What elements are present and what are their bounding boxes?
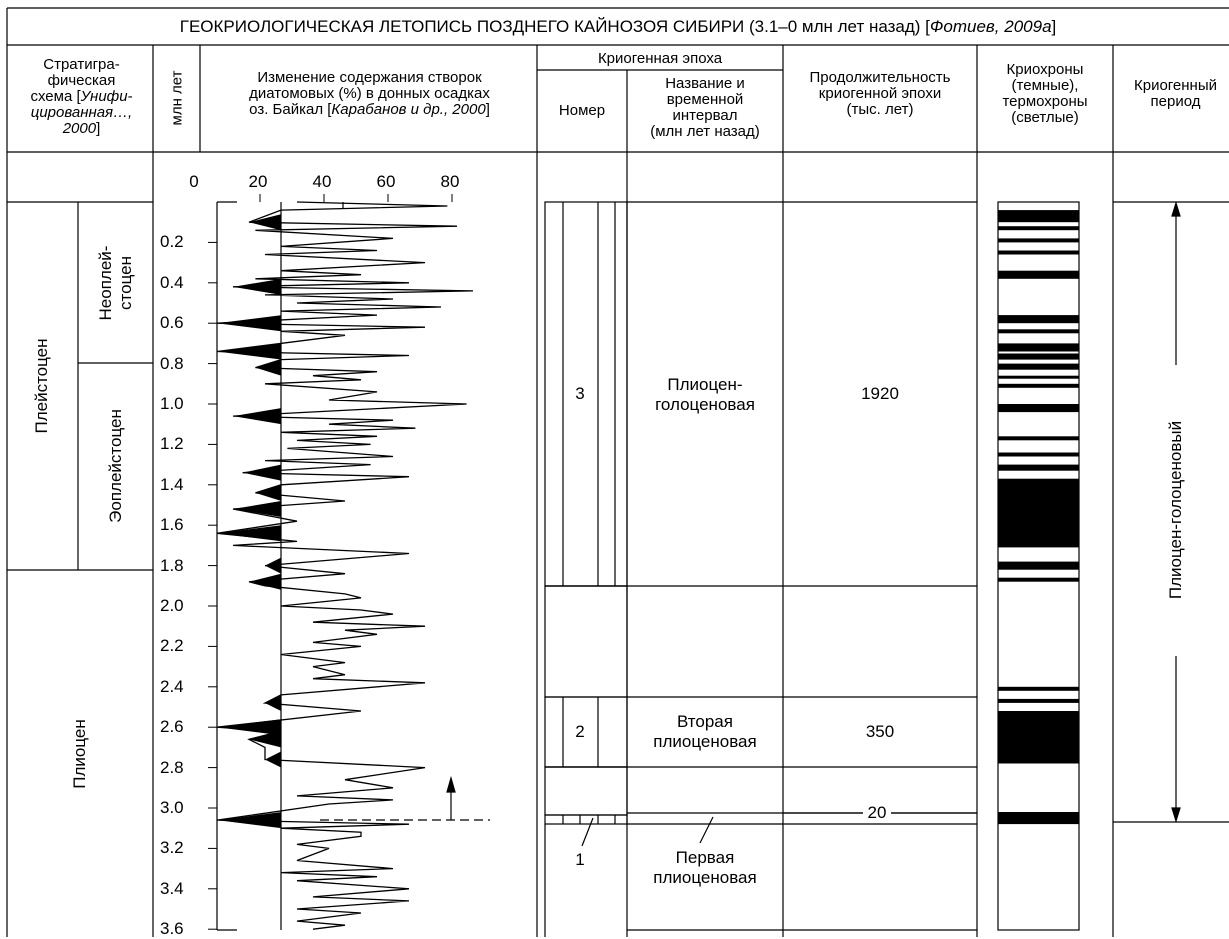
header-diatom: Изменение содержания створок диатомовых …	[249, 69, 490, 118]
header-duration: Продолжительность криогенной эпохи (тыс.…	[809, 69, 951, 118]
header-cryochrons: Криохроны (темные), термохроны (светлые)	[1002, 61, 1088, 126]
cryochron-band-19	[998, 686, 1079, 691]
y-tick-label: 0.2	[160, 232, 184, 252]
cryochron-band-15	[998, 464, 1079, 471]
cryochron-band-10	[998, 375, 1079, 379]
x-tick-label: 20	[248, 172, 268, 191]
y-tick-label: 2.6	[160, 717, 184, 737]
epoch-1-duration: 20	[863, 803, 891, 823]
epoch-1-name: Первая плиоценовая	[653, 848, 757, 887]
cryochron-band-14	[998, 452, 1079, 457]
y-tick-label: 3.2	[160, 838, 184, 858]
dark-fill-3	[217, 343, 281, 360]
x-tick-label: 0	[189, 172, 199, 191]
cryochron-band-18	[998, 577, 1079, 582]
header-name-interval: Название и временной интервал (млн лет н…	[650, 75, 760, 140]
y-tick-label: 2.0	[160, 596, 184, 615]
y-tick-label: 1.2	[160, 434, 184, 454]
strat-pliocene: Плиоцен	[70, 719, 89, 789]
cryochron-band-20	[998, 698, 1079, 703]
x-tick-label: 80	[440, 172, 460, 191]
dark-fill-12	[265, 694, 281, 711]
cryochron-band-0	[998, 210, 1079, 223]
strat-neopleistocene: Неоплей- стоцен	[96, 245, 135, 321]
y-tick-label: 3.0	[160, 798, 184, 817]
epoch-2-duration: 350	[865, 722, 895, 741]
dark-fill-9	[217, 525, 281, 542]
period-arrow-head-up	[1171, 200, 1181, 217]
cryochron-band-7	[998, 343, 1079, 352]
epoch-2-number: 2	[571, 722, 589, 742]
y-tick-label: 2.2	[160, 636, 184, 656]
cryochron-band-13	[998, 436, 1079, 441]
epoch-1-name-leader	[699, 816, 714, 844]
period-label: Плиоцен-голоценовый	[1166, 420, 1185, 600]
cryochron-band-21	[998, 711, 1079, 764]
y-tick-label: 0.4	[160, 272, 184, 292]
dark-fill-14	[249, 731, 281, 748]
y-tick-label: 2.4	[160, 676, 184, 696]
strat-eopleistocene: Эоплейстоцен	[106, 409, 125, 523]
header-mln-years: млн лет	[168, 70, 186, 126]
period-arrow-head-down	[1171, 807, 1181, 824]
dark-fill-10	[265, 557, 281, 574]
y-tick-label: 0.6	[160, 313, 184, 333]
diatom-series-line	[216, 201, 474, 930]
y-tick-label: 1.4	[160, 474, 184, 494]
epoch-2-name: Вторая плиоценовая	[653, 712, 757, 751]
epoch-3-number: 3	[571, 384, 589, 404]
x-tick-label: 60	[376, 172, 396, 191]
dark-fill-8	[233, 501, 281, 518]
epoch-1-column	[544, 814, 628, 825]
cryochron-band-1	[998, 226, 1079, 231]
cryochron-band-22	[998, 812, 1079, 825]
cryochron-band-2	[998, 238, 1079, 243]
gap-2-column	[544, 766, 628, 816]
cryochron-band-16	[998, 478, 1079, 548]
boundary-arrow-head	[446, 775, 456, 793]
dark-fill-11	[249, 573, 281, 590]
y-tick-label: 3.4	[160, 878, 184, 898]
strat-pleistocene: Плейстоцен	[32, 338, 51, 434]
header-cryogenic-epoch: Криогенная эпоха	[597, 50, 723, 67]
dark-fill-7	[255, 484, 281, 501]
epoch-1-number: 1	[575, 850, 585, 869]
epoch-3-duration: 1920	[861, 384, 899, 403]
header-stratigraphy: Стратигра- фическая схема [Унифи- цирова…	[30, 56, 133, 137]
cryochron-band-12	[998, 404, 1079, 413]
dark-fill-13	[217, 719, 281, 736]
y-tick-label: 3.6	[160, 919, 184, 939]
page-title: ГЕОКРИОЛОГИЧЕСКАЯ ЛЕТОПИСЬ ПОЗДНЕГО КАЙН…	[179, 17, 1057, 36]
epoch-1-leader	[581, 817, 594, 847]
y-tick-label: 0.8	[160, 353, 184, 373]
gap-1-column	[544, 585, 628, 698]
cryochron-band-4	[998, 270, 1079, 279]
epoch-3-name: Плиоцен- голоценовая	[655, 375, 755, 414]
header-cryogenic-period: Криогенный период	[1133, 77, 1217, 110]
cryochron-band-8	[998, 353, 1079, 360]
dark-fill-16	[217, 812, 281, 829]
x-tick-label: 40	[312, 172, 332, 191]
y-tick-label: 1.6	[160, 515, 184, 535]
cryochron-band-3	[998, 250, 1079, 255]
cryochron-band-5	[998, 315, 1079, 324]
cryochron-band-9	[998, 363, 1079, 370]
cryochron-band-17	[998, 561, 1079, 570]
y-tick-label: 1.8	[160, 555, 184, 575]
y-tick-label: 1.0	[160, 394, 184, 413]
y-tick-label: 2.8	[160, 757, 184, 777]
header-number: Номер	[558, 102, 606, 119]
cryochron-band-6	[998, 329, 1079, 334]
cryochron-band-11	[998, 383, 1079, 388]
